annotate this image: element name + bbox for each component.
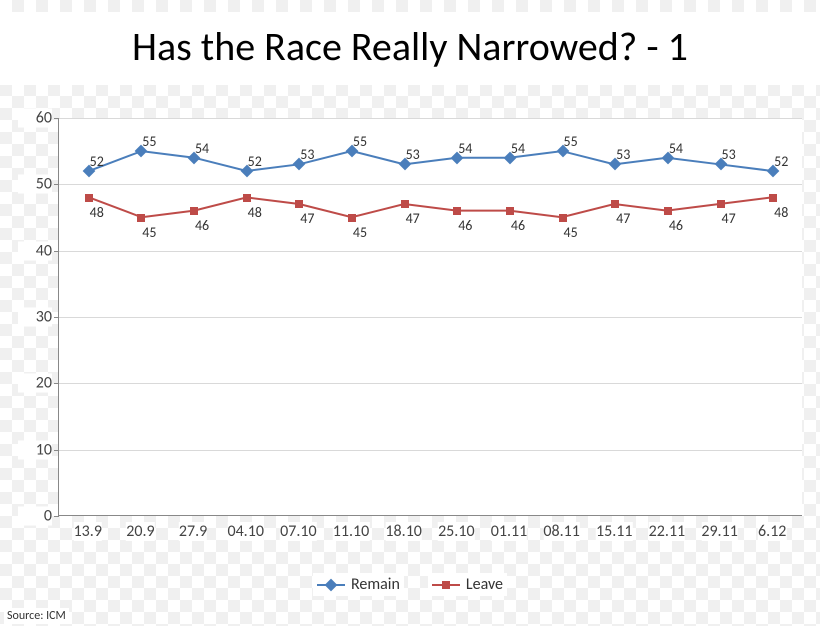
y-tick-label: 40	[18, 241, 52, 260]
y-tick	[54, 317, 59, 318]
gridline	[59, 383, 802, 384]
square-marker	[664, 207, 672, 215]
data-label: 52	[774, 153, 788, 170]
data-label: 46	[511, 217, 525, 234]
gridline	[59, 184, 802, 185]
gridline	[59, 251, 802, 252]
data-label: 46	[669, 217, 683, 234]
y-tick	[54, 118, 59, 119]
data-label: 47	[300, 210, 314, 227]
chart-title: Has the Race Really Narrowed? - 1	[0, 12, 820, 85]
square-marker	[769, 194, 777, 202]
data-label: 52	[248, 153, 262, 170]
square-marker	[453, 207, 461, 215]
square-marker	[295, 200, 303, 208]
y-tick	[54, 383, 59, 384]
legend: Remain Leave	[18, 572, 802, 597]
x-tick-label: 20.9	[126, 522, 154, 541]
square-marker	[190, 207, 198, 215]
data-label: 54	[195, 140, 209, 157]
legend-swatch	[432, 584, 460, 586]
x-tick-label: 07.10	[280, 522, 316, 541]
y-tick	[54, 184, 59, 185]
y-tick-label: 20	[18, 374, 52, 393]
data-label: 47	[406, 210, 420, 227]
x-tick-label: 11.10	[333, 522, 369, 541]
square-marker	[611, 200, 619, 208]
data-label: 45	[353, 224, 367, 241]
legend-item: Remain	[313, 573, 404, 596]
x-tick-label: 18.10	[385, 522, 421, 541]
x-tick-label: 29.11	[701, 522, 737, 541]
x-tick-label: 22.11	[649, 522, 685, 541]
square-marker	[401, 200, 409, 208]
gridline	[59, 118, 802, 119]
square-marker	[506, 207, 514, 215]
x-tick-label: 01.11	[491, 522, 527, 541]
data-label: 54	[669, 140, 683, 157]
y-tick-label: 50	[18, 175, 52, 194]
square-marker	[243, 194, 251, 202]
data-label: 45	[564, 224, 578, 241]
square-marker	[137, 214, 145, 222]
data-label: 55	[353, 133, 367, 150]
data-label: 48	[774, 204, 788, 221]
y-tick	[54, 251, 59, 252]
data-label: 45	[142, 224, 156, 241]
square-marker	[348, 214, 356, 222]
data-label: 53	[721, 146, 735, 163]
x-tick-label: 15.11	[596, 522, 632, 541]
data-label: 48	[248, 204, 262, 221]
gridline	[59, 317, 802, 318]
y-tick-label: 0	[18, 507, 52, 526]
x-tick-label: 04.10	[227, 522, 263, 541]
legend-swatch	[317, 584, 345, 586]
data-label: 54	[458, 140, 472, 157]
x-tick-label: 08.11	[543, 522, 579, 541]
data-label: 52	[90, 153, 104, 170]
square-marker	[717, 200, 725, 208]
legend-item: Leave	[428, 573, 507, 596]
x-tick-label: 25.10	[438, 522, 474, 541]
y-tick	[54, 516, 59, 517]
data-label: 53	[300, 146, 314, 163]
chart-container: 52 55 54 52 53 55 53 54 54 55 53 54 53 52 48 45 46 48 47 45…	[18, 108, 802, 608]
x-tick-label: 6.12	[758, 522, 786, 541]
square-marker	[85, 194, 93, 202]
data-label: 54	[511, 140, 525, 157]
source-label: Source: ICM	[4, 608, 69, 624]
data-label: 46	[458, 217, 472, 234]
data-label: 47	[616, 210, 630, 227]
y-tick-label: 30	[18, 308, 52, 327]
gridline	[59, 450, 802, 451]
data-label: 46	[195, 217, 209, 234]
data-label: 53	[406, 146, 420, 163]
data-label: 55	[142, 133, 156, 150]
data-label: 47	[721, 210, 735, 227]
y-tick-label: 10	[18, 440, 52, 459]
y-tick	[54, 450, 59, 451]
data-label: 53	[616, 146, 630, 163]
y-tick-label: 60	[18, 109, 52, 128]
plot-area: 52 55 54 52 53 55 53 54 54 55 53 54 53 52 48 45 46 48 47 45…	[58, 118, 802, 516]
data-label: 48	[90, 204, 104, 221]
square-marker	[559, 214, 567, 222]
x-tick-label: 13.9	[74, 522, 102, 541]
legend-label: Remain	[351, 575, 400, 594]
data-label: 55	[564, 133, 578, 150]
x-tick-label: 27.9	[179, 522, 207, 541]
legend-label: Leave	[466, 575, 503, 594]
